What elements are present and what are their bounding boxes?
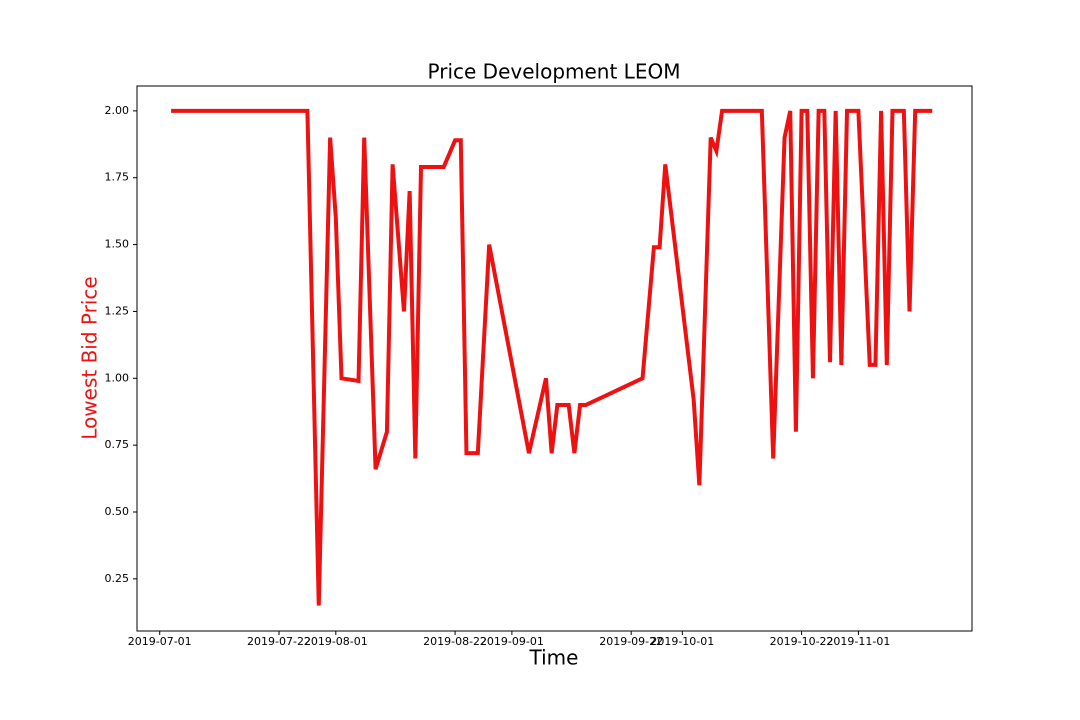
x-tick-label: 2019-11-01 [826, 635, 890, 648]
x-axis-label: Time [529, 646, 579, 670]
y-tick-label: 1.25 [105, 304, 130, 317]
y-tick-label: 1.50 [105, 238, 130, 251]
y-tick-label: 0.75 [105, 438, 130, 451]
y-axis-label: Lowest Bid Price [78, 276, 102, 439]
x-tick-label: 2019-07-22 [247, 635, 311, 648]
x-tick-label: 2019-07-01 [128, 635, 192, 648]
x-tick-label: 2019-08-01 [304, 635, 368, 648]
y-tick-label: 1.00 [105, 371, 130, 384]
x-tick-label: 2019-08-22 [423, 635, 487, 648]
y-tick-label: 0.50 [105, 505, 130, 518]
plot-frame [136, 85, 973, 632]
x-tick-label: 2019-10-22 [770, 635, 834, 648]
x-tick-label: 2019-10-01 [650, 635, 714, 648]
x-tick-label: 2019-09-22 [599, 635, 663, 648]
chart-title: Price Development LEOM [428, 60, 681, 84]
y-tick-label: 1.75 [105, 171, 130, 184]
line-series [171, 108, 933, 606]
y-tick-label: 0.25 [105, 572, 130, 585]
y-tick-label: 2.00 [105, 104, 130, 117]
x-tick-label: 2019-09-01 [480, 635, 544, 648]
